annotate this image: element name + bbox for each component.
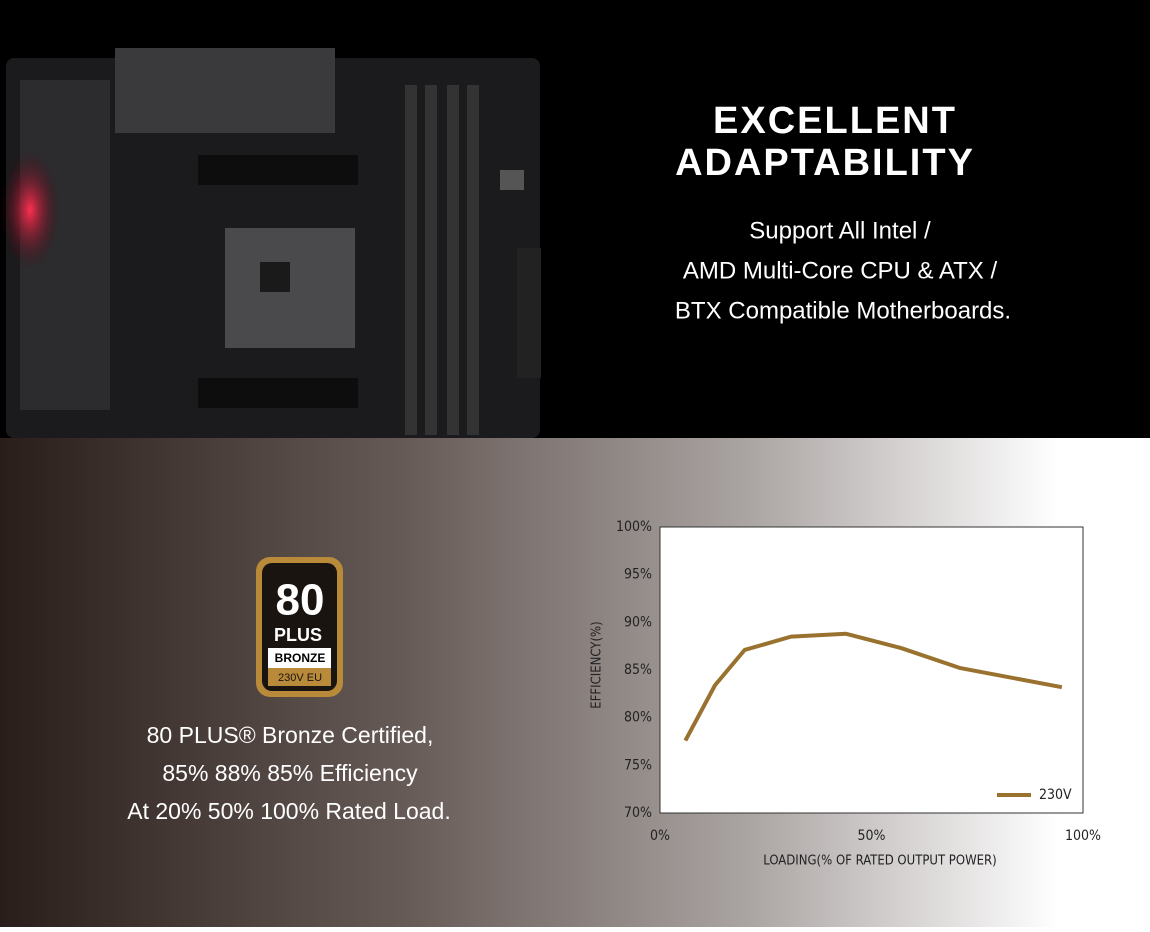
certification-text: At 20% 50% 100% Rated Load.	[127, 798, 451, 824]
support-text: Support All Intel /	[749, 217, 931, 244]
y-tick-label: 100%	[616, 519, 652, 535]
certification-text: 80 PLUS® Bronze Certified,	[147, 722, 434, 748]
badge-number: 80	[276, 576, 325, 625]
y-tick-label: 75%	[624, 757, 652, 773]
y-tick-label: 90%	[624, 614, 652, 630]
y-tick-label: 80%	[624, 710, 652, 726]
y-tick-label: 85%	[624, 662, 652, 678]
plot-area	[659, 526, 1084, 814]
support-text: BTX Compatible Motherboards.	[675, 297, 1011, 324]
headline: EXCELLENT	[713, 100, 957, 142]
y-tick-label: 70%	[624, 805, 652, 821]
y-tick-label: 95%	[624, 567, 652, 583]
efficiency-chart: EFFICIENCY(%) LOADING(% OF RATED OUTPUT …	[590, 519, 1102, 869]
x-axis-label: LOADING(% OF RATED OUTPUT POWER)	[763, 854, 996, 869]
badge-brand: PLUS	[274, 625, 322, 645]
y-axis-label: EFFICIENCY(%)	[590, 621, 605, 708]
badge-tier: BRONZE	[275, 651, 326, 665]
legend-label: 230V	[1039, 787, 1072, 803]
data-line	[683, 631, 1063, 742]
motherboard-image	[0, 48, 541, 438]
x-tick-label: 50%	[858, 828, 886, 844]
badge-region: 230V EU	[278, 672, 322, 684]
badge: 80 PLUS BRONZE 230V EU	[256, 557, 343, 697]
support-text: AMD Multi-Core CPU & ATX /	[683, 257, 998, 284]
x-tick-label: 100%	[1065, 828, 1101, 844]
headline: ADAPTABILITY	[675, 142, 975, 184]
x-tick-label: 0%	[650, 828, 670, 844]
certification-text: 85% 88% 85% Efficiency	[162, 760, 418, 786]
